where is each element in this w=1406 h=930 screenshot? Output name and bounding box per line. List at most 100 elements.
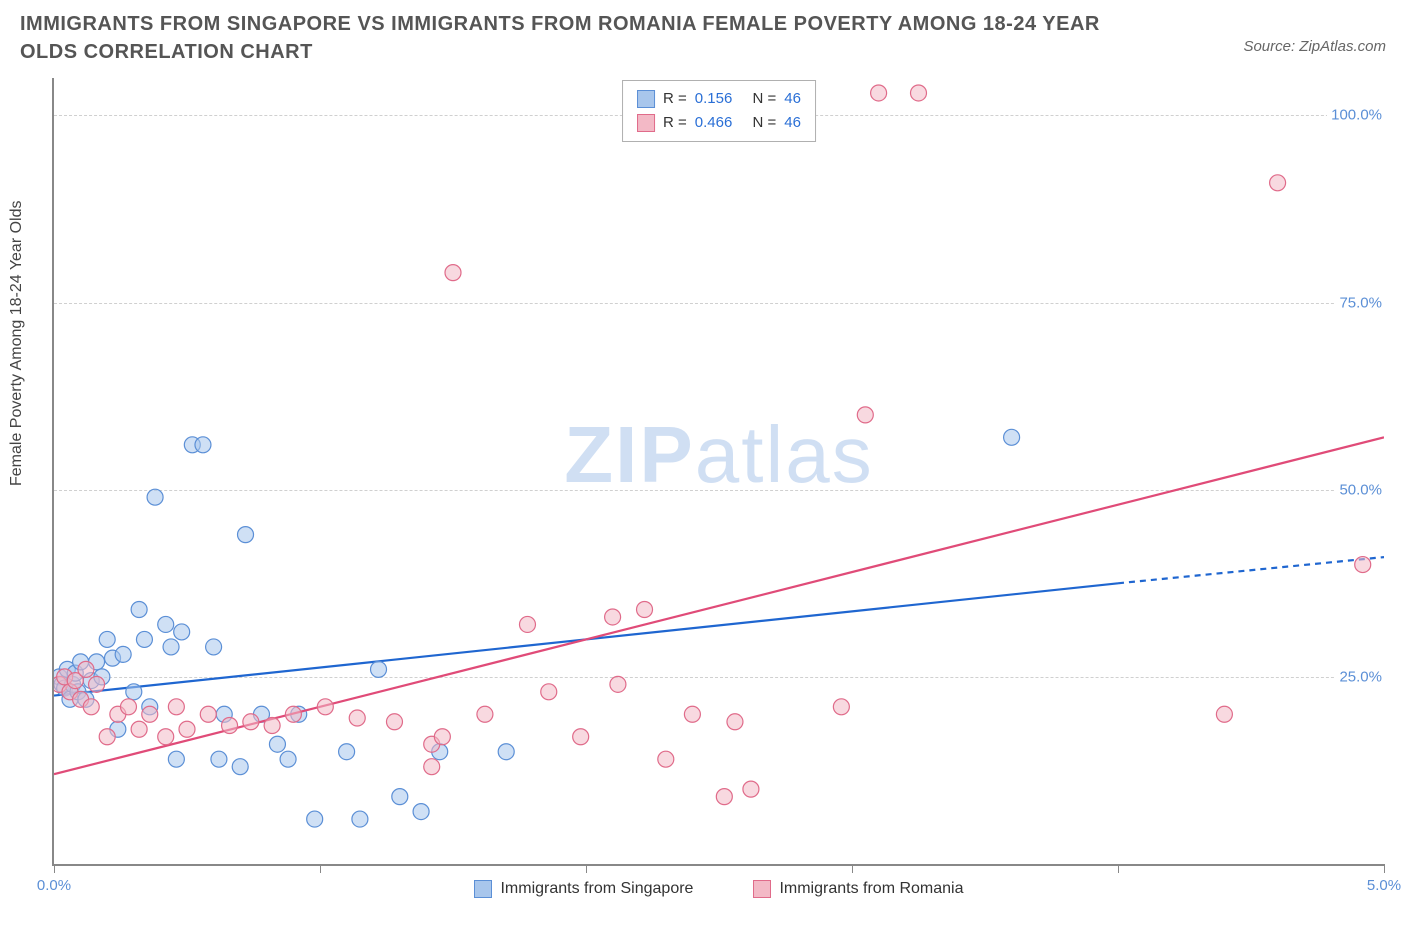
- stat-n-value-romania: 46: [784, 111, 801, 135]
- data-point: [179, 721, 195, 737]
- x-tick-label: 0.0%: [37, 877, 71, 894]
- source-label: Source: ZipAtlas.com: [1243, 10, 1386, 55]
- data-point: [857, 407, 873, 423]
- data-point: [477, 706, 493, 722]
- data-point: [78, 661, 94, 677]
- data-point: [83, 699, 99, 715]
- data-point: [716, 789, 732, 805]
- data-point: [307, 811, 323, 827]
- data-point: [243, 714, 259, 730]
- legend-label-romania: Immigrants from Romania: [779, 880, 963, 898]
- plot-area: ZIPatlas R = 0.156 N = 46 R = 0.466 N = …: [52, 78, 1384, 866]
- data-point: [89, 676, 105, 692]
- data-point: [871, 85, 887, 101]
- data-point: [1004, 429, 1020, 445]
- stat-n-value-singapore: 46: [784, 87, 801, 111]
- data-point: [280, 751, 296, 767]
- data-point: [392, 789, 408, 805]
- data-point: [200, 706, 216, 722]
- data-point: [339, 744, 355, 760]
- chart-container: Female Poverty Among 18-24 Year Olds ZIP…: [0, 66, 1406, 916]
- x-tick: [320, 864, 321, 873]
- data-point: [445, 265, 461, 281]
- data-point: [605, 609, 621, 625]
- data-point: [147, 489, 163, 505]
- stat-n-label: N =: [753, 87, 777, 111]
- data-point: [434, 729, 450, 745]
- data-point: [658, 751, 674, 767]
- stats-row-singapore: R = 0.156 N = 46: [637, 87, 801, 111]
- data-point: [317, 699, 333, 715]
- stat-r-label: R =: [663, 87, 687, 111]
- header-row: IMMIGRANTS FROM SINGAPORE VS IMMIGRANTS …: [0, 0, 1406, 66]
- stat-r-value-singapore: 0.156: [695, 87, 733, 111]
- data-point: [371, 661, 387, 677]
- stats-legend-box: R = 0.156 N = 46 R = 0.466 N = 46: [622, 80, 816, 142]
- data-point: [136, 631, 152, 647]
- data-point: [386, 714, 402, 730]
- x-tick: [586, 864, 587, 873]
- data-point: [120, 699, 136, 715]
- data-point: [142, 706, 158, 722]
- x-tick-label: 5.0%: [1367, 877, 1401, 894]
- data-point: [413, 804, 429, 820]
- data-point: [115, 646, 131, 662]
- data-point: [573, 729, 589, 745]
- data-point: [232, 759, 248, 775]
- legend-item-singapore: Immigrants from Singapore: [474, 880, 693, 898]
- data-point: [131, 721, 147, 737]
- data-point: [1355, 557, 1371, 573]
- data-point: [99, 729, 115, 745]
- data-point: [833, 699, 849, 715]
- data-point: [269, 736, 285, 752]
- data-point: [519, 616, 535, 632]
- data-point: [637, 601, 653, 617]
- scatter-svg: [54, 78, 1384, 864]
- stats-row-romania: R = 0.466 N = 46: [637, 111, 801, 135]
- data-point: [163, 639, 179, 655]
- swatch-romania: [637, 114, 655, 132]
- trend-line-dashed: [1118, 557, 1384, 583]
- data-point: [174, 624, 190, 640]
- x-tick: [1118, 864, 1119, 873]
- data-point: [1216, 706, 1232, 722]
- data-point: [285, 706, 301, 722]
- data-point: [211, 751, 227, 767]
- y-axis-label: Female Poverty Among 18-24 Year Olds: [8, 201, 26, 487]
- data-point: [541, 684, 557, 700]
- data-point: [911, 85, 927, 101]
- data-point: [168, 751, 184, 767]
- legend-item-romania: Immigrants from Romania: [753, 880, 963, 898]
- data-point: [349, 710, 365, 726]
- data-point: [158, 729, 174, 745]
- stat-r-label: R =: [663, 111, 687, 135]
- data-point: [498, 744, 514, 760]
- data-point: [206, 639, 222, 655]
- data-point: [610, 676, 626, 692]
- chart-title: IMMIGRANTS FROM SINGAPORE VS IMMIGRANTS …: [20, 10, 1120, 66]
- data-point: [352, 811, 368, 827]
- data-point: [1270, 175, 1286, 191]
- legend-label-singapore: Immigrants from Singapore: [500, 880, 693, 898]
- data-point: [238, 527, 254, 543]
- data-point: [684, 706, 700, 722]
- data-point: [424, 759, 440, 775]
- data-point: [264, 718, 280, 734]
- data-point: [743, 781, 759, 797]
- stat-r-value-romania: 0.466: [695, 111, 733, 135]
- data-point: [99, 631, 115, 647]
- data-point: [168, 699, 184, 715]
- data-point: [727, 714, 743, 730]
- data-point: [195, 437, 211, 453]
- swatch-singapore: [637, 90, 655, 108]
- data-point: [222, 718, 238, 734]
- stat-n-label: N =: [753, 111, 777, 135]
- x-tick: [54, 864, 55, 873]
- legend-bottom: Immigrants from Singapore Immigrants fro…: [54, 880, 1384, 898]
- data-point: [126, 684, 142, 700]
- x-tick: [852, 864, 853, 873]
- x-tick: [1384, 864, 1385, 873]
- legend-swatch-romania: [753, 880, 771, 898]
- legend-swatch-singapore: [474, 880, 492, 898]
- data-point: [131, 601, 147, 617]
